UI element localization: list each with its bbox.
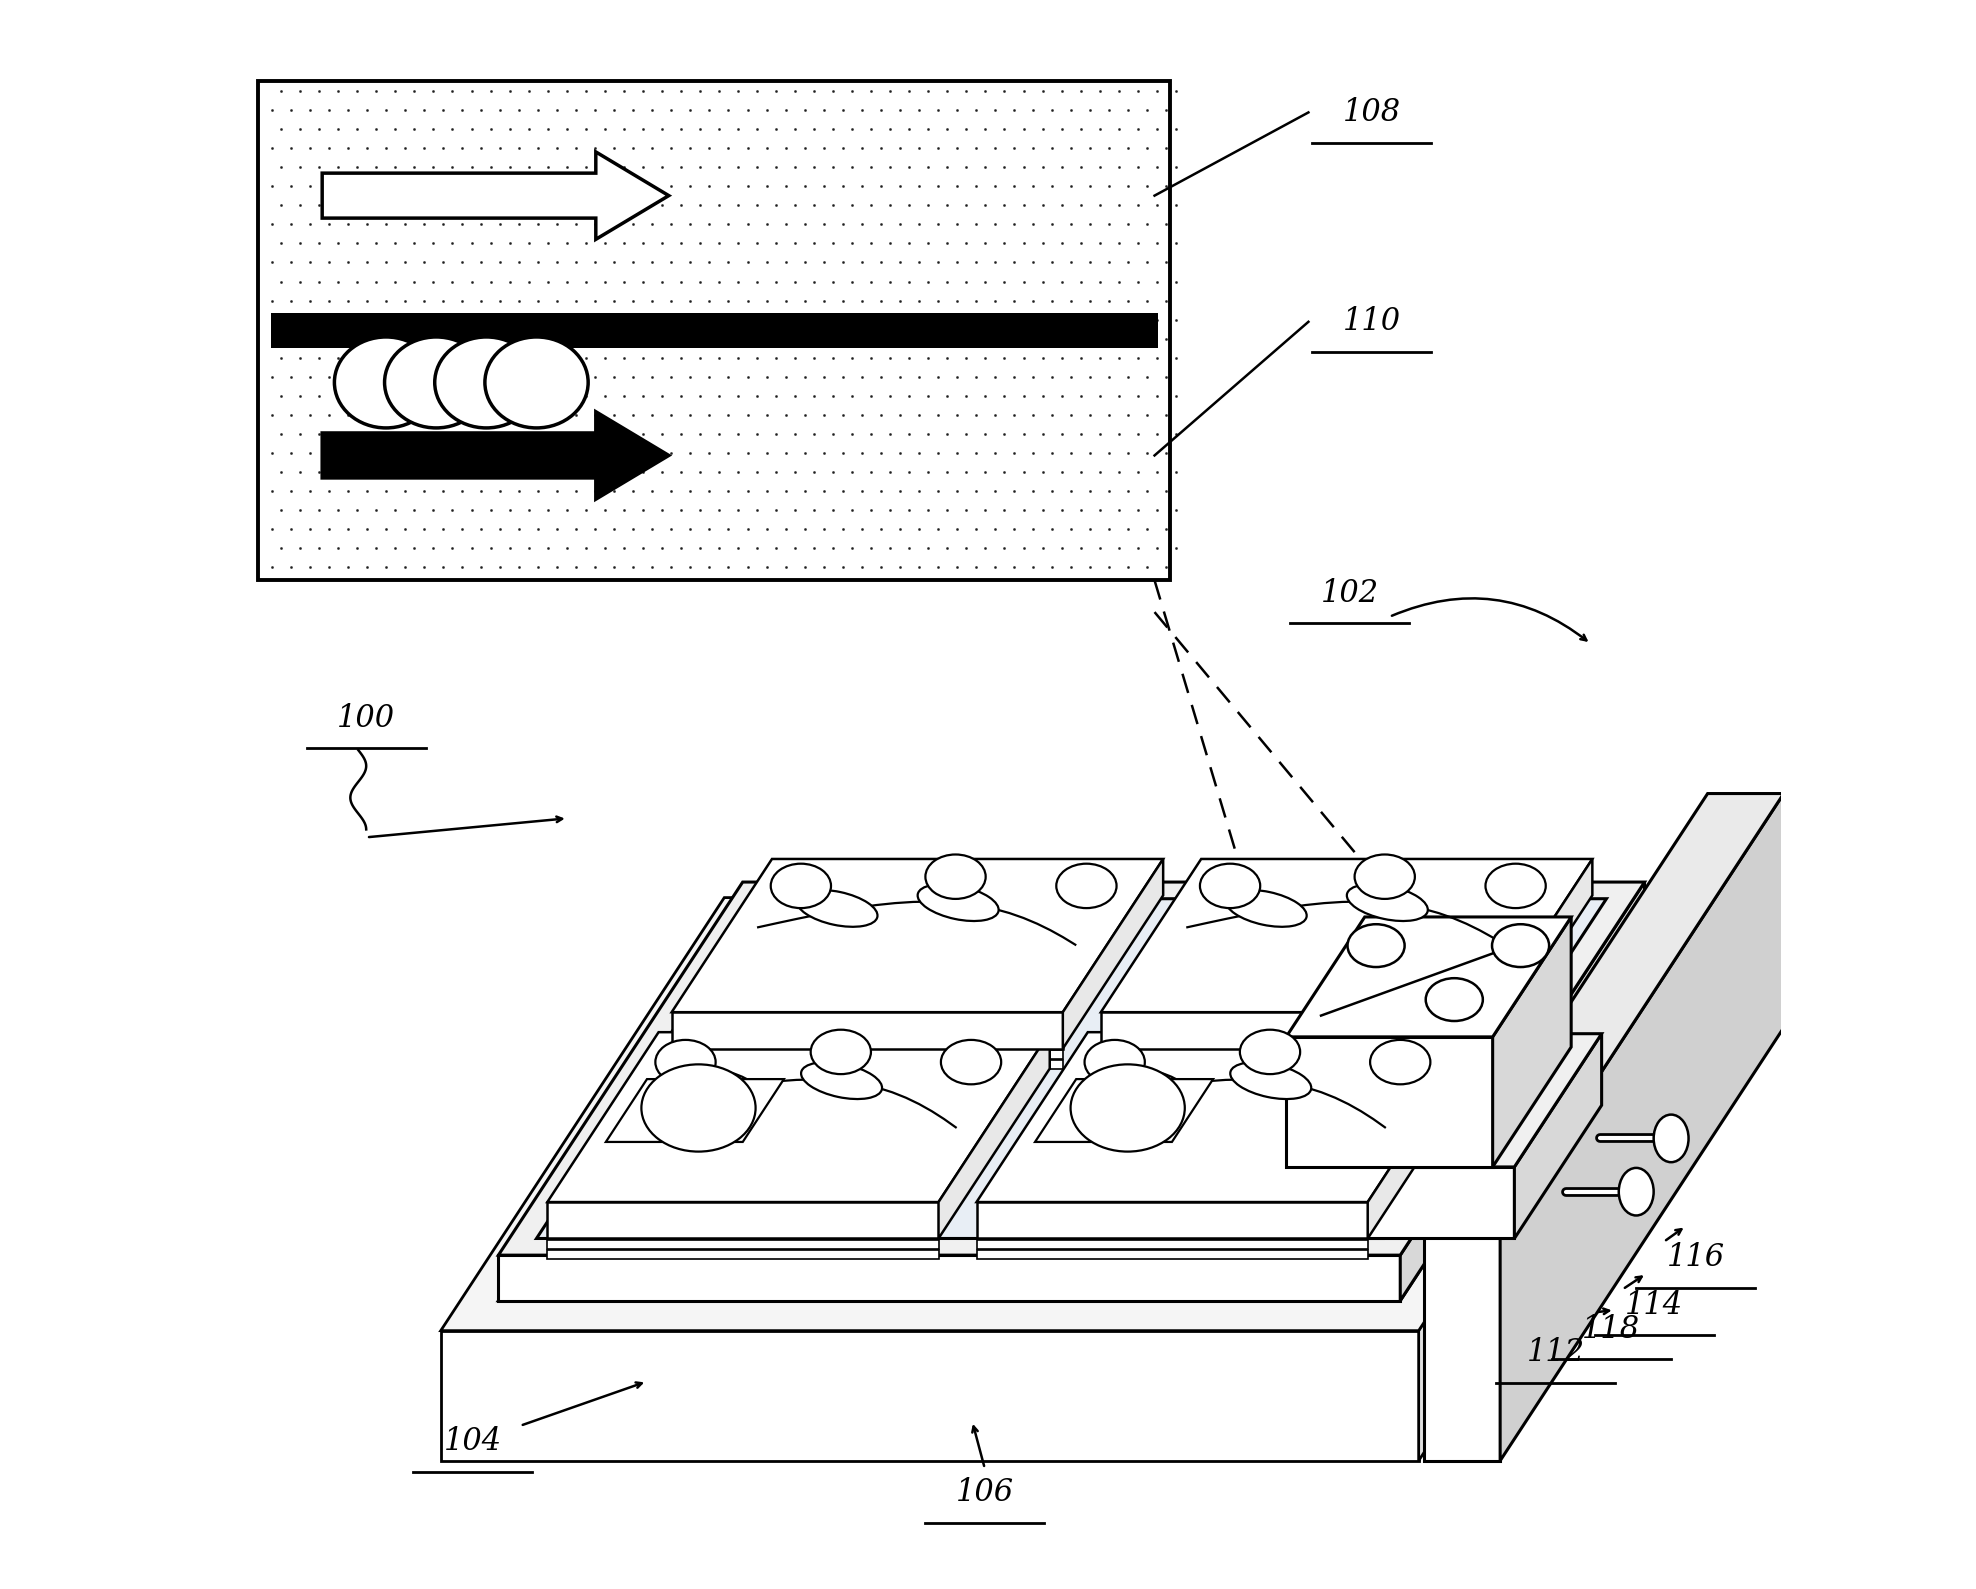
Ellipse shape — [334, 337, 437, 427]
Ellipse shape — [1427, 979, 1482, 1022]
Text: 102: 102 — [1320, 577, 1379, 609]
Polygon shape — [498, 928, 1644, 1301]
Polygon shape — [1500, 793, 1784, 1460]
Polygon shape — [672, 1050, 1063, 1058]
Ellipse shape — [810, 1030, 871, 1074]
Ellipse shape — [656, 1039, 715, 1084]
Polygon shape — [976, 1033, 1478, 1201]
Polygon shape — [1101, 860, 1593, 1012]
Polygon shape — [939, 1033, 1049, 1238]
Polygon shape — [1514, 1034, 1603, 1238]
Polygon shape — [547, 1201, 939, 1238]
Polygon shape — [1035, 1079, 1213, 1142]
Ellipse shape — [385, 337, 488, 427]
Ellipse shape — [1369, 1039, 1431, 1084]
Polygon shape — [1101, 1012, 1492, 1049]
Ellipse shape — [941, 1039, 1002, 1084]
Polygon shape — [498, 1255, 1401, 1301]
Ellipse shape — [435, 337, 537, 427]
Ellipse shape — [796, 890, 877, 926]
Polygon shape — [547, 1239, 939, 1249]
Ellipse shape — [1492, 925, 1549, 968]
Polygon shape — [1419, 898, 1701, 1460]
Polygon shape — [322, 153, 668, 240]
Polygon shape — [1401, 882, 1644, 1301]
Ellipse shape — [1348, 883, 1429, 922]
Ellipse shape — [800, 1061, 881, 1100]
Text: 114: 114 — [1624, 1290, 1684, 1320]
Ellipse shape — [1348, 925, 1405, 968]
Text: 106: 106 — [956, 1476, 1014, 1508]
Text: 104: 104 — [443, 1427, 502, 1457]
Polygon shape — [1492, 917, 1571, 1166]
Polygon shape — [535, 899, 1606, 1238]
Polygon shape — [441, 1330, 1419, 1460]
Text: 108: 108 — [1344, 97, 1401, 129]
Ellipse shape — [484, 337, 589, 427]
Polygon shape — [1286, 1166, 1514, 1238]
Polygon shape — [976, 1251, 1367, 1260]
Ellipse shape — [642, 1065, 755, 1152]
Polygon shape — [1101, 1050, 1492, 1058]
Text: 100: 100 — [338, 702, 395, 734]
Polygon shape — [1286, 917, 1571, 1038]
Ellipse shape — [1239, 1030, 1300, 1074]
Text: 110: 110 — [1344, 307, 1401, 337]
Polygon shape — [976, 1201, 1367, 1238]
Polygon shape — [1425, 793, 1784, 1227]
Polygon shape — [976, 1239, 1367, 1249]
Ellipse shape — [1085, 1039, 1144, 1084]
Polygon shape — [1286, 1034, 1603, 1166]
Ellipse shape — [917, 883, 998, 922]
Ellipse shape — [1231, 1061, 1312, 1100]
Ellipse shape — [1486, 864, 1545, 907]
Polygon shape — [607, 1079, 784, 1142]
Polygon shape — [441, 898, 1701, 1330]
Ellipse shape — [1199, 864, 1261, 907]
Polygon shape — [672, 860, 1164, 1012]
Ellipse shape — [1109, 1069, 1190, 1106]
Ellipse shape — [1618, 1168, 1654, 1216]
Bar — [259, 81, 1170, 580]
Ellipse shape — [1225, 890, 1306, 926]
Text: 116: 116 — [1666, 1243, 1725, 1273]
Text: 118: 118 — [1583, 1314, 1640, 1344]
Polygon shape — [1367, 1033, 1478, 1238]
Ellipse shape — [771, 864, 832, 907]
Ellipse shape — [680, 1069, 761, 1106]
Polygon shape — [672, 1012, 1063, 1049]
Bar — [271, 313, 1158, 348]
Polygon shape — [1063, 860, 1164, 1049]
Polygon shape — [1101, 1060, 1492, 1069]
Polygon shape — [547, 1033, 1049, 1201]
Polygon shape — [547, 1251, 939, 1260]
Polygon shape — [1286, 1038, 1492, 1166]
Ellipse shape — [1071, 1065, 1186, 1152]
Text: 112: 112 — [1527, 1338, 1585, 1368]
Ellipse shape — [1057, 864, 1116, 907]
Polygon shape — [672, 1060, 1063, 1069]
Ellipse shape — [1356, 855, 1415, 899]
Polygon shape — [498, 882, 1644, 1255]
Ellipse shape — [925, 855, 986, 899]
Polygon shape — [322, 412, 668, 499]
Ellipse shape — [1654, 1114, 1689, 1162]
Polygon shape — [1425, 1227, 1500, 1460]
Polygon shape — [1492, 860, 1593, 1049]
